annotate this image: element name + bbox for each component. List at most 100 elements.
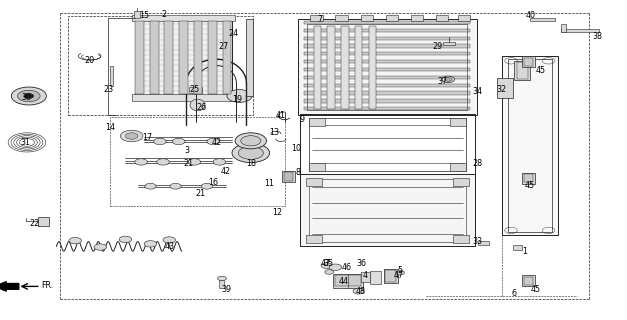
Text: 43: 43 (164, 242, 174, 251)
Text: 36: 36 (357, 260, 367, 268)
Bar (411, 15, 423, 21)
Text: 25: 25 (189, 85, 199, 94)
Bar (304, 92, 470, 95)
Bar (524, 174, 533, 182)
Circle shape (11, 87, 46, 105)
Text: 42: 42 (211, 138, 221, 147)
Bar (497, 78, 513, 98)
Circle shape (396, 270, 404, 275)
Text: 22: 22 (29, 220, 40, 228)
Circle shape (232, 143, 270, 163)
Bar (304, 29, 470, 32)
Bar (458, 15, 470, 21)
Circle shape (218, 276, 226, 281)
Text: 35: 35 (324, 259, 334, 268)
Bar (135, 21, 144, 94)
Bar (361, 15, 373, 21)
Circle shape (172, 138, 185, 145)
Bar (132, 94, 235, 101)
Bar (189, 87, 202, 93)
Circle shape (94, 244, 107, 250)
Bar (517, 62, 528, 79)
Circle shape (24, 93, 34, 99)
Bar (304, 21, 470, 24)
Text: 10: 10 (291, 144, 301, 153)
Bar (309, 118, 325, 126)
Text: FR.: FR. (41, 281, 53, 290)
Text: 31: 31 (20, 138, 30, 147)
Bar (385, 270, 396, 282)
Bar (341, 26, 349, 109)
Bar (355, 26, 362, 109)
Bar (304, 84, 470, 87)
Bar (530, 18, 555, 21)
Bar (223, 21, 231, 94)
Circle shape (321, 263, 332, 268)
Bar (450, 163, 466, 171)
Bar (298, 19, 477, 115)
Bar (38, 217, 49, 226)
Bar (524, 58, 533, 66)
Bar (335, 15, 348, 21)
Bar (194, 21, 203, 94)
FancyArrow shape (0, 282, 19, 291)
Circle shape (445, 77, 452, 81)
Text: 2: 2 (162, 10, 167, 19)
Text: 7: 7 (317, 15, 322, 24)
Bar (282, 171, 295, 182)
Text: 8: 8 (295, 168, 300, 177)
Bar (164, 21, 173, 94)
Text: 42: 42 (221, 167, 231, 176)
Bar (436, 15, 448, 21)
Text: 21: 21 (196, 189, 206, 198)
Text: 41: 41 (276, 111, 286, 120)
Bar (453, 178, 469, 186)
Text: 19: 19 (232, 95, 242, 104)
Bar (384, 269, 398, 283)
Circle shape (119, 236, 132, 243)
Text: 1: 1 (522, 247, 527, 256)
Bar (135, 19, 232, 96)
Circle shape (329, 264, 342, 270)
Text: 45: 45 (535, 66, 545, 75)
Bar (386, 15, 398, 21)
Text: 21: 21 (183, 159, 193, 168)
Bar (306, 235, 322, 243)
Text: 15: 15 (139, 12, 149, 20)
Text: 47: 47 (320, 259, 330, 268)
Text: 44: 44 (339, 277, 349, 286)
Bar (150, 21, 159, 94)
Text: 24: 24 (229, 29, 239, 38)
Bar (453, 235, 469, 243)
Circle shape (353, 288, 364, 294)
Circle shape (442, 76, 455, 83)
Text: 38: 38 (593, 32, 603, 41)
Text: 14: 14 (105, 124, 115, 132)
Circle shape (135, 159, 147, 165)
Bar (508, 59, 552, 232)
Text: 29: 29 (432, 42, 442, 51)
Bar (304, 107, 470, 110)
Circle shape (241, 136, 261, 146)
Bar (304, 36, 470, 40)
Bar (478, 241, 489, 245)
Circle shape (325, 270, 334, 274)
Bar (561, 29, 599, 32)
Circle shape (188, 159, 201, 165)
Circle shape (144, 241, 157, 247)
Bar (443, 42, 455, 45)
Bar (361, 272, 370, 282)
Text: 33: 33 (473, 237, 483, 246)
Text: 27: 27 (219, 42, 229, 51)
Bar (179, 21, 188, 94)
Text: 34: 34 (473, 87, 483, 96)
Text: 47: 47 (394, 271, 404, 280)
Bar (304, 76, 470, 79)
Bar (514, 61, 530, 80)
Circle shape (235, 133, 266, 149)
Circle shape (145, 183, 156, 189)
Bar (310, 15, 323, 21)
Text: 39: 39 (222, 285, 232, 294)
Text: 6: 6 (512, 289, 517, 298)
Circle shape (170, 183, 181, 189)
